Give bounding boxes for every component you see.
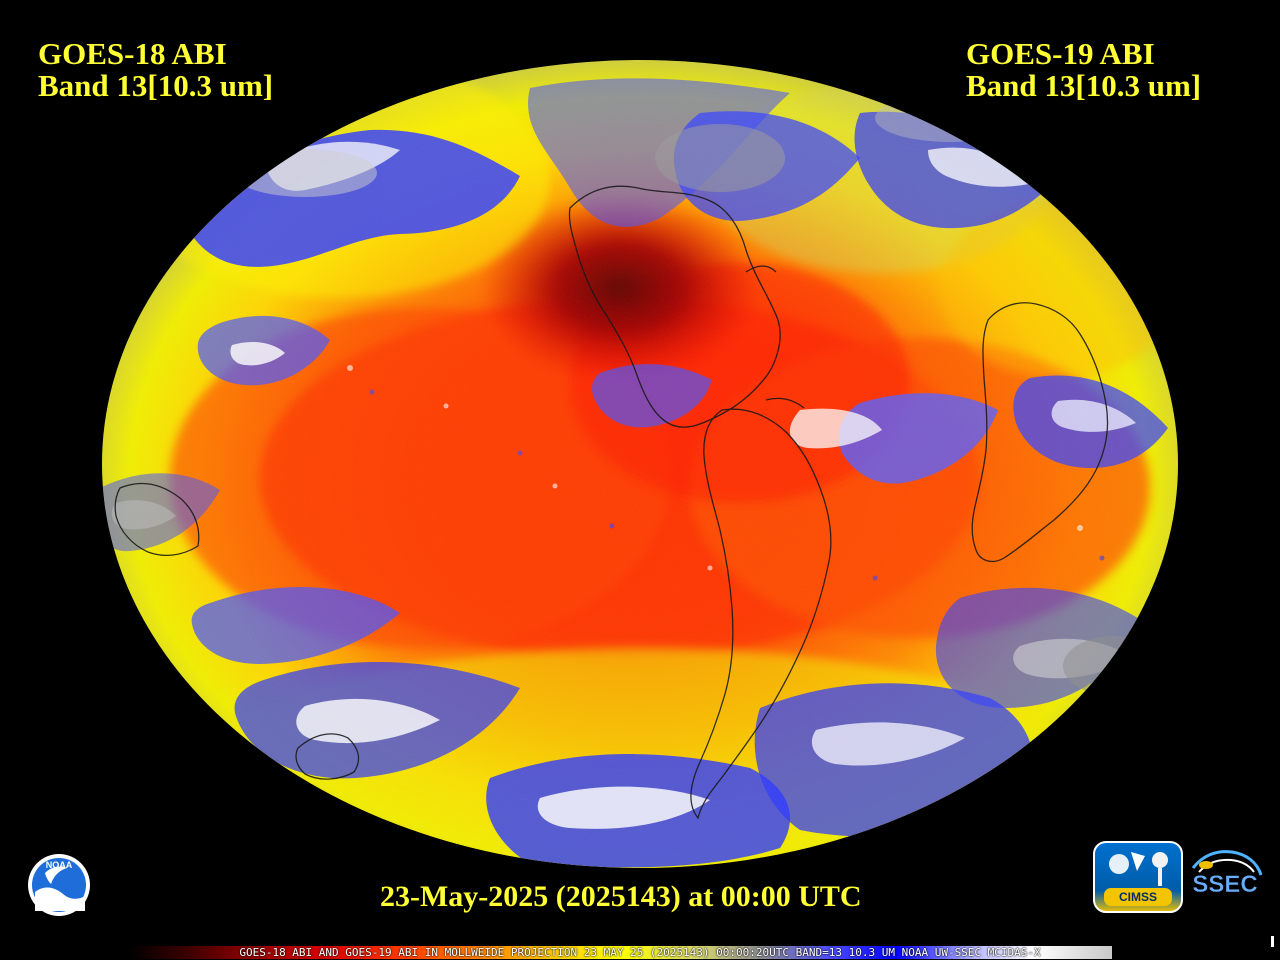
left-satellite-label: GOES-18 ABI Band 13[10.3 um] (38, 38, 273, 102)
ssec-logo-text: SSEC (1192, 871, 1257, 898)
left-band-label: Band 13[10.3 um] (38, 68, 274, 103)
right-satellite-name: GOES-19 ABI (966, 36, 1155, 71)
scale-caption: GOES-18 ABI AND GOES-19 ABI IN MOLLWEIDE… (239, 946, 1041, 959)
left-satellite-name: GOES-18 ABI (38, 36, 227, 71)
image-grain (102, 60, 1178, 868)
globe-content (102, 60, 1178, 868)
right-satellite-label: GOES-19 ABI Band 13[10.3 um] (966, 38, 1201, 102)
timestamp-label: 23-May-2025 (2025143) at 00:00 UTC (380, 880, 862, 913)
noaa-logo-graphic: NOAA (28, 854, 90, 916)
color-scale-row: GOES-18 ABI AND GOES-19 ABI IN MOLLWEIDE… (0, 945, 1280, 960)
ssec-logo: SSEC (1186, 848, 1264, 910)
cimss-logo-text: CIMSS (1119, 890, 1157, 904)
mollweide-globe (100, 58, 1180, 870)
ssec-logo-graphic: SSEC (1191, 850, 1263, 898)
right-band-label: Band 13[10.3 um] (966, 68, 1202, 103)
cimss-logo: CIMSS (1092, 840, 1184, 914)
globe-svg (102, 60, 1178, 868)
noaa-logo-text: NOAA (46, 860, 73, 870)
noaa-logo: NOAA (27, 853, 91, 917)
temperature-color-scale (128, 946, 1112, 959)
scale-end-tick (1271, 936, 1274, 947)
cimss-logo-graphic: CIMSS (1093, 841, 1183, 913)
